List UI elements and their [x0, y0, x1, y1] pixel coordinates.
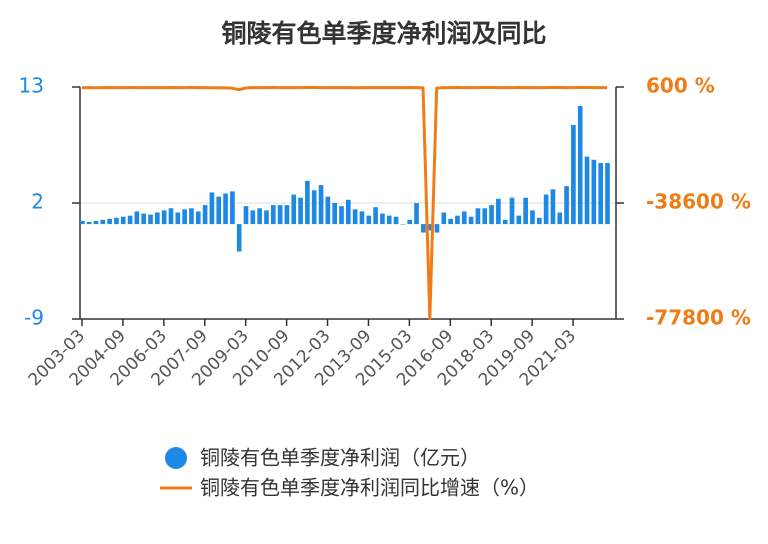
y2-tick-label: -77800 % [646, 306, 751, 330]
y-tick-label: -9 [24, 306, 44, 330]
bar [86, 221, 92, 225]
bar [475, 208, 481, 225]
bar [161, 210, 167, 225]
bar [175, 212, 181, 225]
bar [134, 211, 140, 225]
bar [509, 197, 515, 225]
bar [489, 205, 494, 225]
bar [202, 205, 208, 225]
bar [318, 185, 324, 225]
bar [577, 105, 583, 225]
bar [189, 208, 194, 225]
bar [564, 186, 569, 225]
line [81, 86, 608, 320]
y2-tick-label: -38600 % [646, 190, 751, 214]
bar [291, 194, 297, 225]
bar [155, 212, 160, 225]
bar [298, 197, 303, 225]
bar [557, 212, 563, 225]
bar [359, 211, 365, 225]
bar [332, 203, 337, 225]
bar [598, 162, 603, 225]
bar [264, 210, 269, 225]
bar [257, 208, 262, 225]
bar [141, 213, 147, 225]
bar [93, 220, 99, 225]
bar [550, 189, 556, 225]
legend-label: 铜陵有色单季度净利润同比增速（%） [200, 476, 539, 500]
bar [223, 193, 228, 225]
bar [236, 224, 242, 252]
y-tick-label: 13 [19, 74, 44, 98]
bar [243, 206, 249, 225]
bar [352, 209, 358, 225]
bar [277, 205, 283, 225]
bar [584, 156, 590, 225]
bar [393, 216, 399, 225]
bar [325, 196, 331, 225]
bar [230, 191, 235, 225]
legend-label: 铜陵有色单季度净利润（亿元） [200, 446, 480, 470]
bar [148, 214, 153, 225]
chart-title: 铜陵有色单季度净利润及同比 [221, 19, 546, 48]
bar [400, 224, 406, 225]
legend-marker [165, 447, 187, 469]
bar [270, 205, 276, 225]
bar [373, 207, 378, 225]
bar [80, 220, 85, 225]
bar [468, 216, 474, 225]
bar [530, 210, 535, 225]
bar [209, 192, 215, 225]
bar [114, 217, 119, 225]
bar [407, 219, 413, 225]
bar [455, 215, 460, 225]
bar [448, 218, 453, 225]
bar [434, 224, 440, 233]
bar [127, 215, 133, 225]
bar [250, 210, 256, 225]
bar [311, 190, 317, 225]
bar [523, 197, 528, 225]
bar [421, 224, 426, 233]
bar [284, 205, 290, 225]
bar [182, 209, 187, 225]
bar [516, 215, 522, 225]
bar [536, 217, 542, 225]
bar [195, 211, 201, 225]
bar [441, 212, 447, 225]
bar [414, 203, 419, 225]
bar [380, 213, 385, 225]
bar [120, 216, 126, 225]
bar [591, 159, 597, 225]
bar [346, 199, 351, 225]
y-tick-label: 2 [31, 190, 44, 214]
bar [107, 218, 112, 225]
bar [427, 224, 433, 231]
bar [461, 211, 467, 225]
bar [100, 219, 106, 225]
bar [605, 162, 610, 225]
bar [543, 194, 549, 225]
bar [366, 215, 372, 225]
bar [339, 206, 344, 225]
y2-tick-label: 600 % [646, 74, 715, 98]
bar [216, 196, 222, 225]
bar [305, 180, 310, 225]
bar [502, 219, 508, 225]
bar [168, 208, 174, 225]
bar [496, 198, 501, 225]
bar [482, 208, 488, 225]
bar [386, 215, 392, 225]
bar [571, 124, 576, 225]
